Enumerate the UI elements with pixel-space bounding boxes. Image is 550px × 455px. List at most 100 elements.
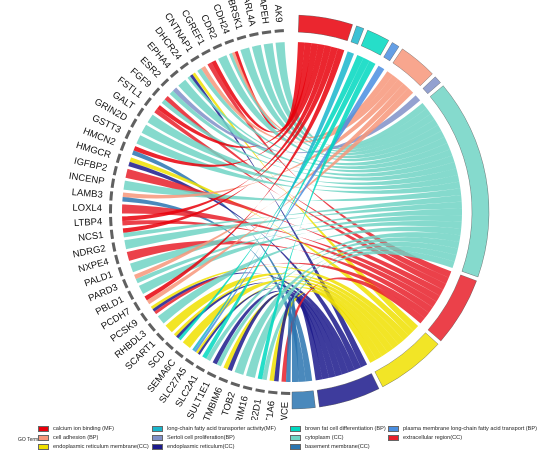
gene-block xyxy=(160,78,170,87)
gene-block xyxy=(119,141,126,152)
legend-swatch xyxy=(388,434,399,441)
legend-item: basement membrane(CC) xyxy=(290,442,370,451)
legend-label: basement membrane(CC) xyxy=(305,443,370,450)
chord-ribbon xyxy=(123,180,462,201)
term-arc-layer xyxy=(291,14,490,410)
gene-block xyxy=(179,61,189,70)
term-arc xyxy=(291,390,316,410)
legend-item: endoplasmic reticulum membrane(CC) xyxy=(38,442,149,451)
gene-block xyxy=(212,43,223,50)
legend-label: long-chain fatty acid transporter activi… xyxy=(167,425,276,432)
gene-block xyxy=(165,341,174,351)
gene-block xyxy=(174,350,184,359)
legend-item: Sertoli cell proliferation(BP) xyxy=(152,433,235,442)
term-arc xyxy=(392,48,433,87)
legend: GO Terms calcium ion binding (MF) long-c… xyxy=(0,420,550,455)
legend-swatch xyxy=(290,443,301,450)
gene-block xyxy=(140,312,148,322)
gene-block xyxy=(147,322,156,332)
gene-block xyxy=(143,97,152,107)
gene-block xyxy=(109,216,113,227)
gene-block xyxy=(224,38,235,45)
legend-label: plasma membrane long-chain fatty acid tr… xyxy=(403,425,537,432)
chord-ribbon xyxy=(178,55,364,341)
gene-block xyxy=(206,371,217,379)
term-arc xyxy=(427,274,477,342)
chord-plot: AK9APEHARL4ABRSK1CDH24CDR2CGREF1CNTNAP1D… xyxy=(68,0,490,420)
chord-ribbon xyxy=(189,74,368,368)
legend-swatch xyxy=(290,434,301,441)
legend-item: brown fat cell differentiation (BP) xyxy=(290,424,386,433)
gene-block xyxy=(130,118,138,128)
legend-item: long-chain fatty acid transporter activi… xyxy=(152,424,276,433)
legend-label: endoplasmic reticulum membrane(CC) xyxy=(53,443,149,450)
term-arc xyxy=(350,25,365,45)
gene-block xyxy=(115,153,122,164)
chord-ribbon xyxy=(165,273,404,345)
gene-label: NCS1 xyxy=(78,230,105,244)
chord-ribbon xyxy=(141,124,460,190)
gene-block xyxy=(190,54,200,63)
legend-item: extracellular region(CC) xyxy=(388,433,462,442)
chord-ribbon xyxy=(173,276,399,349)
gene-label: INCENP xyxy=(68,171,105,188)
legend-swatch xyxy=(152,434,163,441)
gene-block xyxy=(109,229,114,240)
gene-label: LTBP4 xyxy=(74,217,103,229)
gene-label: LOXL4 xyxy=(72,203,102,215)
chord-ribbon xyxy=(126,240,433,313)
legend-swatch xyxy=(388,425,399,432)
legend-title: GO Terms xyxy=(18,437,41,443)
legend-item: calcium ion binding (MF) xyxy=(38,424,114,433)
legend-swatch xyxy=(38,425,49,432)
gene-block xyxy=(124,129,132,140)
gene-block xyxy=(112,165,118,176)
gene-block xyxy=(195,364,206,373)
gene-block xyxy=(151,87,161,97)
chord-ribbon xyxy=(130,208,462,273)
legend-swatch xyxy=(152,443,163,450)
chord-ribbon xyxy=(178,79,453,173)
gene-block xyxy=(280,391,291,395)
chord-ribbon xyxy=(124,201,462,250)
legend-label: calcium ion binding (MF) xyxy=(53,425,114,432)
legend-item: cytoplasm (CC) xyxy=(290,433,344,442)
chord-ribbon xyxy=(133,44,325,167)
gene-block xyxy=(133,301,141,312)
legend-item: cell adhesion (BP) xyxy=(38,433,98,442)
gene-block xyxy=(109,204,113,214)
gene-block xyxy=(110,178,116,189)
chord-ribbon xyxy=(202,57,370,359)
legend-swatch xyxy=(290,425,301,432)
gene-block xyxy=(268,390,278,395)
chord-ribbon xyxy=(169,90,455,177)
legend-label: brown fat cell differentiation (BP) xyxy=(305,425,386,432)
chord-ribbon xyxy=(206,232,461,361)
legend-swatch xyxy=(152,425,163,432)
gene-label: APEH xyxy=(256,0,271,25)
gene-block xyxy=(201,48,211,56)
gene-block xyxy=(156,332,165,342)
legend-item: plasma membrane long-chain fatty acid tr… xyxy=(388,424,537,433)
gene-block xyxy=(184,357,195,366)
legend-swatch xyxy=(38,443,49,450)
gene-label: AK9 xyxy=(272,4,284,23)
term-arc xyxy=(422,76,441,95)
term-arc xyxy=(316,373,380,408)
chord-ribbon xyxy=(192,51,355,351)
legend-label: extracellular region(CC) xyxy=(403,434,463,441)
ribbon-layer xyxy=(122,42,462,382)
legend-label: Sertoli cell proliferation(BP) xyxy=(167,434,235,441)
gene-block xyxy=(255,388,265,393)
gene-block xyxy=(169,69,179,78)
gene-block xyxy=(117,266,124,277)
term-arc xyxy=(374,332,439,388)
gene-block xyxy=(127,290,135,301)
gene-block xyxy=(274,29,284,33)
chord-ribbon xyxy=(161,99,457,181)
gene-block xyxy=(230,381,241,388)
gene-label: UGT1A6 xyxy=(263,400,278,420)
chord-ribbon xyxy=(123,194,462,238)
gene-block xyxy=(111,242,117,252)
